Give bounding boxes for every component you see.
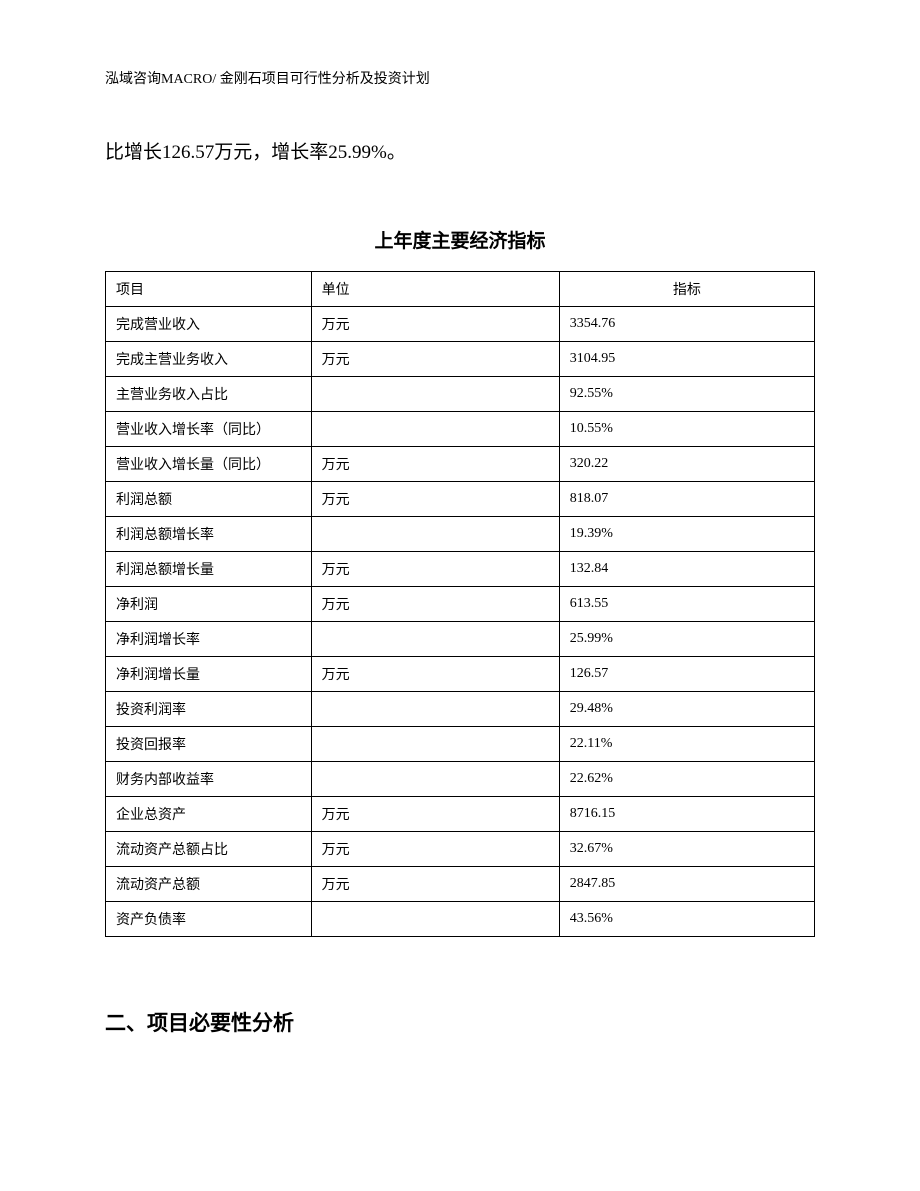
table-cell-unit: 万元: [311, 307, 559, 342]
table-row: 投资利润率 29.48%: [106, 692, 815, 727]
table-cell-unit: 万元: [311, 447, 559, 482]
table-cell-item: 完成营业收入: [106, 307, 312, 342]
table-cell-unit: 万元: [311, 342, 559, 377]
table-row: 净利润万元613.55: [106, 587, 815, 622]
table-cell-item: 净利润增长量: [106, 657, 312, 692]
table-cell-indicator: 126.57: [559, 657, 814, 692]
table-cell-indicator: 92.55%: [559, 377, 814, 412]
table-cell-unit: 万元: [311, 867, 559, 902]
table-cell-indicator: 3354.76: [559, 307, 814, 342]
table-cell-item: 营业收入增长率（同比）: [106, 412, 312, 447]
table-cell-item: 流动资产总额: [106, 867, 312, 902]
table-row: 利润总额增长量万元132.84: [106, 552, 815, 587]
table-cell-unit: 万元: [311, 482, 559, 517]
table-header-row: 项目 单位 指标: [106, 272, 815, 307]
table-cell-unit: [311, 727, 559, 762]
table-cell-indicator: 10.55%: [559, 412, 814, 447]
table-row: 完成营业收入万元3354.76: [106, 307, 815, 342]
table-row: 营业收入增长率（同比） 10.55%: [106, 412, 815, 447]
table-row: 流动资产总额占比万元32.67%: [106, 832, 815, 867]
section-heading: 二、项目必要性分析: [105, 1007, 815, 1037]
table-row: 资产负债率 43.56%: [106, 902, 815, 937]
table-cell-indicator: 818.07: [559, 482, 814, 517]
table-row: 净利润增长率 25.99%: [106, 622, 815, 657]
table-cell-unit: [311, 622, 559, 657]
table-cell-unit: 万元: [311, 552, 559, 587]
table-cell-indicator: 22.11%: [559, 727, 814, 762]
table-cell-item: 净利润: [106, 587, 312, 622]
table-row: 利润总额万元818.07: [106, 482, 815, 517]
table-cell-indicator: 43.56%: [559, 902, 814, 937]
table-cell-indicator: 29.48%: [559, 692, 814, 727]
table-cell-indicator: 320.22: [559, 447, 814, 482]
page-header: 泓域咨询MACRO/ 金刚石项目可行性分析及投资计划: [105, 68, 815, 88]
table-row: 企业总资产万元8716.15: [106, 797, 815, 832]
table-cell-indicator: 22.62%: [559, 762, 814, 797]
table-row: 完成主营业务收入万元3104.95: [106, 342, 815, 377]
table-row: 流动资产总额万元2847.85: [106, 867, 815, 902]
table-cell-unit: [311, 517, 559, 552]
table-cell-unit: 万元: [311, 797, 559, 832]
table-cell-item: 投资利润率: [106, 692, 312, 727]
table-cell-item: 营业收入增长量（同比）: [106, 447, 312, 482]
table-row: 净利润增长量万元126.57: [106, 657, 815, 692]
table-cell-unit: 万元: [311, 587, 559, 622]
table-cell-unit: [311, 377, 559, 412]
table-header-indicator: 指标: [559, 272, 814, 307]
table-cell-item: 净利润增长率: [106, 622, 312, 657]
table-cell-unit: [311, 902, 559, 937]
table-header-unit: 单位: [311, 272, 559, 307]
table-cell-item: 企业总资产: [106, 797, 312, 832]
table-cell-indicator: 132.84: [559, 552, 814, 587]
table-cell-indicator: 19.39%: [559, 517, 814, 552]
table-cell-unit: 万元: [311, 832, 559, 867]
table-cell-unit: [311, 412, 559, 447]
table-cell-item: 流动资产总额占比: [106, 832, 312, 867]
table-cell-item: 完成主营业务收入: [106, 342, 312, 377]
table-cell-item: 投资回报率: [106, 727, 312, 762]
table-cell-indicator: 8716.15: [559, 797, 814, 832]
table-cell-indicator: 3104.95: [559, 342, 814, 377]
table-cell-unit: 万元: [311, 657, 559, 692]
table-cell-item: 利润总额增长量: [106, 552, 312, 587]
body-paragraph: 比增长126.57万元，增长率25.99%。: [105, 136, 815, 170]
table-cell-indicator: 25.99%: [559, 622, 814, 657]
table-header-item: 项目: [106, 272, 312, 307]
table-cell-item: 利润总额增长率: [106, 517, 312, 552]
table-cell-indicator: 32.67%: [559, 832, 814, 867]
table-row: 财务内部收益率 22.62%: [106, 762, 815, 797]
table-cell-indicator: 2847.85: [559, 867, 814, 902]
table-row: 主营业务收入占比 92.55%: [106, 377, 815, 412]
table-row: 营业收入增长量（同比）万元320.22: [106, 447, 815, 482]
table-row: 利润总额增长率 19.39%: [106, 517, 815, 552]
table-title: 上年度主要经济指标: [105, 226, 815, 253]
table-row: 投资回报率 22.11%: [106, 727, 815, 762]
economic-indicators-table: 项目 单位 指标 完成营业收入万元3354.76完成主营业务收入万元3104.9…: [105, 271, 815, 937]
table-cell-item: 资产负债率: [106, 902, 312, 937]
table-cell-indicator: 613.55: [559, 587, 814, 622]
table-cell-unit: [311, 762, 559, 797]
table-cell-unit: [311, 692, 559, 727]
table-cell-item: 财务内部收益率: [106, 762, 312, 797]
table-cell-item: 利润总额: [106, 482, 312, 517]
table-cell-item: 主营业务收入占比: [106, 377, 312, 412]
